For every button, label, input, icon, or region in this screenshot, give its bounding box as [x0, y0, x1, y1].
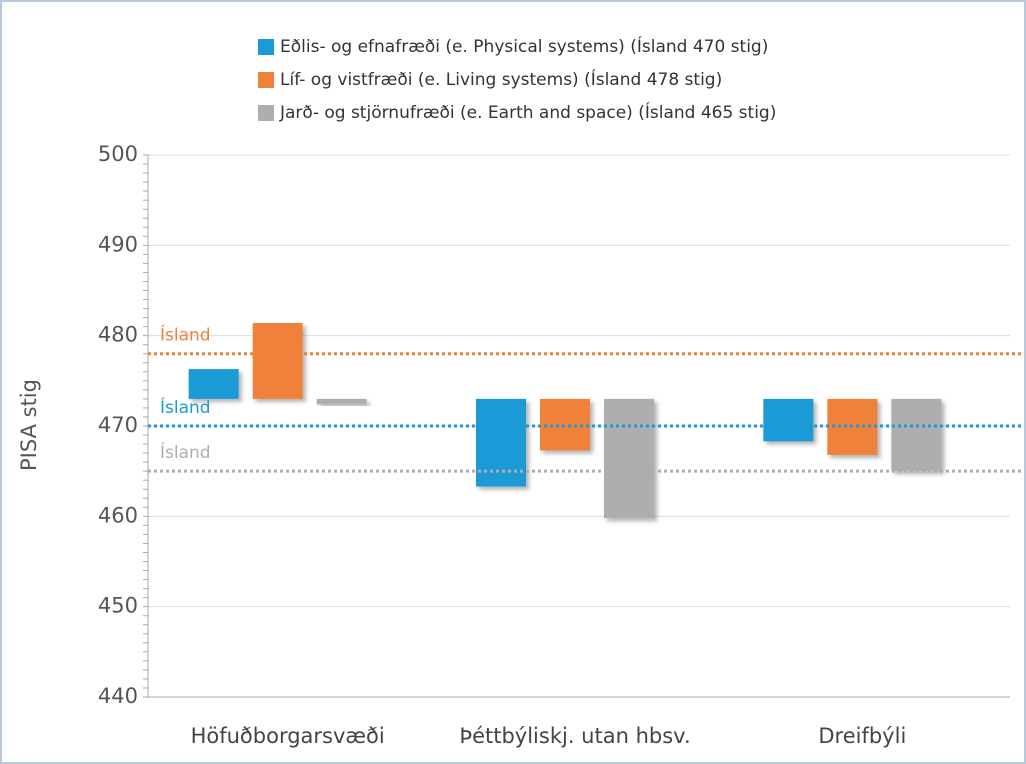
x-tick-label: Dreifbýli — [818, 724, 906, 748]
legend-swatch — [258, 72, 274, 88]
legend-label: Líf- og vistfræði (e. Living systems) (Í… — [280, 68, 722, 90]
bar — [188, 369, 239, 399]
y-tick-label: 490 — [98, 232, 138, 256]
y-tick-label: 480 — [98, 323, 138, 347]
legend-swatch — [258, 105, 274, 121]
bar — [891, 398, 942, 472]
x-tick-label: Höfuðborgarsvæði — [191, 724, 385, 748]
y-tick-label: 500 — [98, 142, 138, 166]
y-tick-label: 460 — [98, 503, 138, 527]
legend-label: Jarð- og stjörnufræði (e. Earth and spac… — [279, 101, 776, 123]
bar — [763, 398, 814, 442]
y-axis-label: PISA stig — [17, 379, 41, 471]
bar — [252, 323, 303, 399]
reference-label: Ísland — [160, 396, 211, 418]
y-tick-label: 450 — [98, 594, 138, 618]
x-tick-label: Þéttbýliskj. utan hbsv. — [459, 724, 690, 748]
legend-swatch — [258, 39, 274, 55]
bar — [476, 398, 526, 487]
reference-label: Ísland — [160, 324, 211, 346]
bar — [316, 398, 367, 405]
reference-label: Ísland — [160, 441, 211, 463]
y-tick-label: 440 — [98, 684, 138, 708]
y-tick-label: 470 — [98, 413, 138, 437]
bar — [604, 398, 654, 519]
legend-label: Eðlis- og efnafræði (e. Physical systems… — [280, 35, 768, 57]
